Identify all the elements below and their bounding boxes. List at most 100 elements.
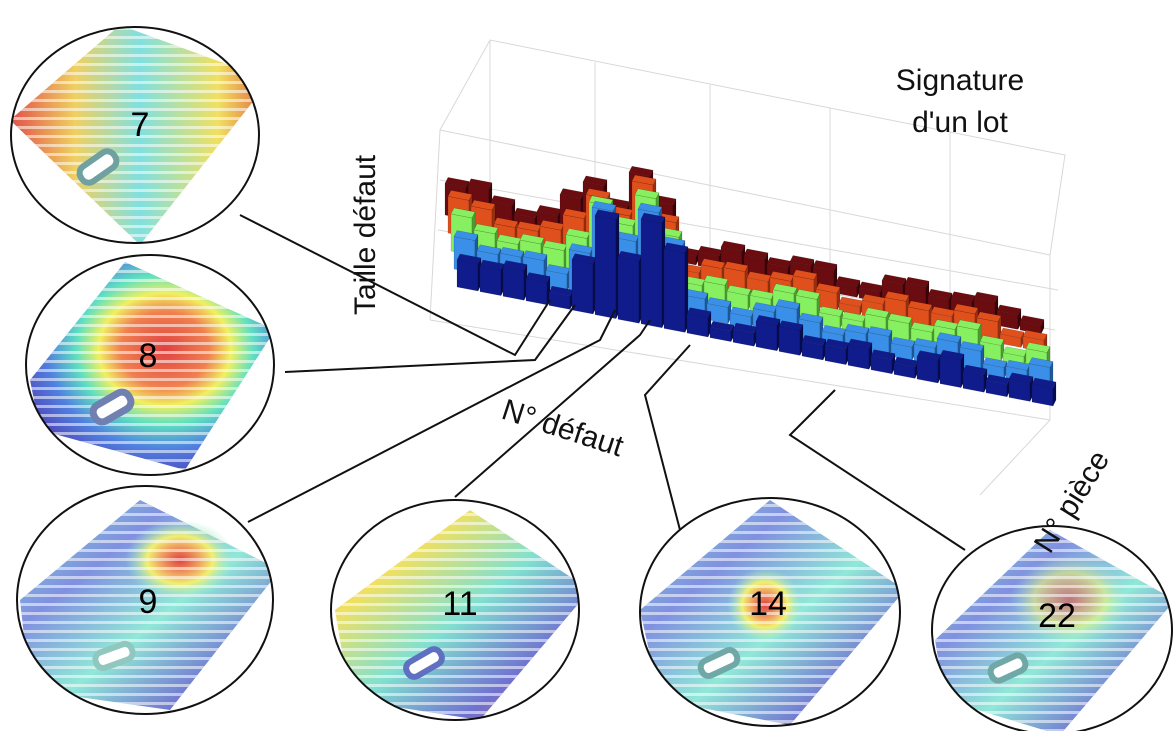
inset-label: 22	[1038, 597, 1076, 635]
bar-3d	[953, 303, 979, 315]
bar-3d	[453, 230, 479, 241]
bar-3d	[936, 332, 962, 343]
bar-3d	[1031, 377, 1057, 389]
inset-7: 7	[10, 26, 260, 244]
bar-chart	[444, 165, 1057, 407]
leader-lines	[239, 214, 966, 551]
inset-11: 11	[330, 499, 580, 721]
bar-3d	[594, 215, 617, 319]
bar-3d	[456, 253, 482, 265]
bar-3d	[723, 261, 749, 272]
bar-3d	[617, 256, 640, 324]
bar-3d	[890, 336, 916, 348]
bar-3d	[456, 259, 479, 292]
bar-3d	[743, 248, 769, 260]
bar-3d	[470, 199, 496, 211]
bar-3d	[927, 288, 953, 300]
bar-3d	[525, 278, 548, 306]
bar-3d	[709, 320, 735, 332]
bar-3d	[999, 327, 1025, 339]
bar-3d	[795, 289, 821, 300]
bar-3d	[778, 320, 804, 331]
bar-3d	[1025, 342, 1051, 353]
bar-3d	[950, 291, 976, 302]
bar-3d	[522, 250, 548, 261]
bar-3d	[479, 259, 505, 271]
bar-3d	[582, 175, 608, 187]
bar-3d	[1022, 329, 1048, 341]
bar-3d	[594, 209, 620, 220]
bar-3d	[628, 165, 654, 177]
bar-3d	[490, 195, 516, 206]
bar-3d	[887, 313, 913, 324]
bar-3d	[870, 349, 896, 360]
bar-3d	[982, 357, 1008, 368]
bar-3d	[798, 312, 824, 324]
bar-3d	[499, 246, 525, 258]
y-axis-label: N° pièce	[1028, 445, 1116, 559]
inset-label: 14	[749, 585, 787, 623]
bar-3d	[585, 188, 611, 199]
bar-3d	[640, 212, 666, 224]
bar-3d	[907, 300, 933, 312]
bar-3d	[884, 291, 910, 302]
inset-label: 8	[139, 337, 158, 375]
bar-3d	[979, 335, 1005, 346]
bar-3d	[812, 260, 838, 271]
bar-3d	[959, 341, 985, 352]
bar-3d	[973, 291, 999, 303]
inset-label: 7	[131, 106, 150, 144]
bar-3d	[467, 178, 493, 190]
bar-3d	[1008, 372, 1034, 384]
bar-3d	[939, 355, 962, 388]
bar-3d	[476, 244, 502, 255]
bar-3d	[706, 297, 732, 308]
bar-3d	[976, 311, 1002, 323]
bar-3d	[789, 255, 815, 266]
bar-3d	[493, 217, 519, 228]
bar-3d	[775, 299, 801, 310]
bar-3d	[778, 326, 801, 356]
bar-3d	[479, 265, 502, 296]
bar-3d	[634, 188, 660, 200]
bar-3d	[1028, 357, 1054, 368]
bar-3d	[792, 269, 818, 281]
bar-3d	[663, 248, 686, 333]
bar-3d	[720, 240, 746, 252]
bar-3d	[502, 266, 525, 301]
bar-3d	[881, 274, 907, 285]
bar-3d	[933, 319, 959, 330]
z-axis-label: Taille défaut	[349, 154, 382, 315]
bar-3d	[473, 223, 499, 235]
bar-3d	[631, 174, 657, 186]
title-line: d'un lot	[912, 106, 1008, 139]
bar-3d	[591, 200, 617, 212]
bar-3d	[686, 307, 712, 318]
bar-3d	[525, 272, 551, 283]
bar-3d	[726, 285, 752, 296]
bar-3d	[663, 242, 689, 254]
bar-3d	[755, 314, 781, 326]
bar-3d	[939, 349, 965, 361]
bar-3d	[444, 177, 470, 188]
bar-3d	[772, 283, 798, 294]
bar-3d	[844, 323, 870, 335]
bar-3d	[996, 304, 1022, 316]
bar-3d	[637, 202, 663, 214]
inset-22: 22	[931, 525, 1173, 731]
bar-3d	[1019, 315, 1045, 326]
bar-3d	[815, 282, 841, 294]
title-line: Signature	[896, 64, 1024, 97]
inset-label: 11	[442, 585, 477, 623]
bar-3d	[818, 306, 844, 317]
bar-3d	[864, 307, 890, 319]
bar-3d	[450, 207, 476, 219]
inset-9: 9	[16, 485, 274, 715]
bar-3d	[519, 233, 545, 245]
bar-3d	[904, 276, 930, 288]
bar-3d	[867, 326, 893, 337]
bar-3d	[835, 276, 861, 287]
bar-3d	[916, 356, 939, 384]
bar-3d	[502, 260, 528, 271]
